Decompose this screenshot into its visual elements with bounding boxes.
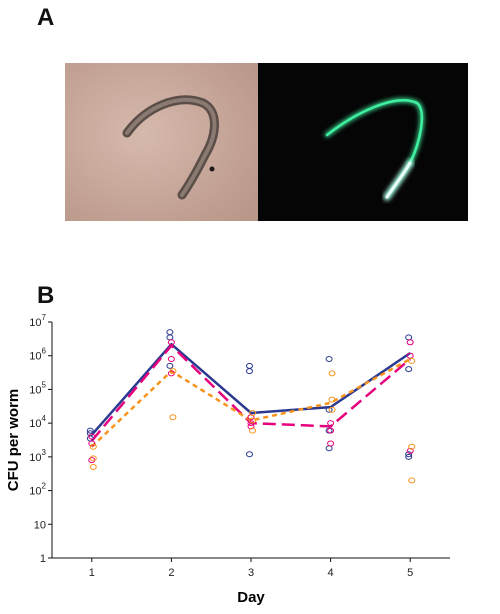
data-point [88, 457, 96, 464]
fluorescent-gut [325, 99, 424, 165]
worm-micrographs [65, 63, 468, 221]
data-point [246, 451, 253, 458]
y-tick-label: 106 [29, 347, 46, 363]
data-point [328, 396, 336, 403]
data-point [406, 447, 414, 454]
data-point [405, 453, 413, 460]
y-ticks: 1 10 102 103 104 105 106 107 [29, 313, 52, 565]
data-point [88, 433, 96, 440]
fluorescence-image [258, 63, 468, 221]
data-point [247, 414, 255, 421]
series-line [90, 357, 411, 448]
data-point [167, 355, 175, 362]
data-point [166, 334, 174, 341]
data-point [89, 464, 97, 471]
data-point [328, 406, 336, 413]
y-tick-label: 104 [29, 414, 46, 430]
x-ticks: 1 2 3 4 5 [89, 558, 413, 579]
data-point [166, 329, 174, 336]
x-axis-title: Day [237, 589, 265, 606]
data-point [249, 417, 256, 424]
series-points [86, 329, 416, 484]
data-point [405, 451, 413, 458]
data-point [169, 368, 177, 375]
data-point [405, 334, 413, 341]
data-point [88, 440, 96, 447]
data-point [89, 443, 97, 450]
data-point [325, 355, 333, 362]
data-point [327, 440, 335, 447]
y-tick-label: 10 [34, 519, 46, 531]
y-tick-label: 105 [29, 380, 46, 396]
data-point [327, 427, 335, 434]
data-point [325, 445, 333, 452]
data-point [325, 406, 333, 413]
y-tick-label: 102 [29, 482, 46, 498]
data-point [247, 423, 255, 430]
data-point [408, 477, 416, 484]
data-point [249, 427, 256, 434]
data-point [408, 443, 416, 450]
data-point [169, 414, 177, 421]
y-tick-label: 1 [40, 553, 46, 565]
series-line [90, 342, 411, 436]
data-point [408, 357, 416, 364]
panel-label-b: B [37, 282, 55, 309]
y-axis-title: CFU per worm [5, 389, 22, 492]
series-lines [90, 342, 412, 448]
panel-label-a: A [37, 4, 55, 31]
data-point [86, 427, 94, 434]
x-tick-label: 1 [89, 567, 95, 579]
data-point [405, 366, 413, 373]
data-point [246, 368, 253, 375]
data-point [167, 339, 175, 346]
data-point [246, 362, 253, 369]
data-point [249, 409, 256, 416]
series-line [90, 344, 412, 442]
data-point [89, 455, 97, 462]
data-point [328, 370, 336, 377]
y-tick-label: 103 [29, 448, 46, 464]
x-tick-label: 4 [328, 567, 334, 579]
x-tick-label: 5 [407, 567, 413, 579]
y-tick-label: 107 [29, 313, 46, 329]
data-point [166, 362, 174, 369]
cfu-chart: 1 10 102 103 104 105 106 107 1 2 3 4 5 Day CFU per … [5, 313, 450, 606]
debris-speck [209, 166, 215, 172]
x-tick-label: 3 [248, 567, 254, 579]
x-tick-label: 2 [168, 567, 174, 579]
data-point [406, 339, 414, 346]
data-point [327, 420, 335, 427]
brightfield-image [65, 63, 258, 221]
